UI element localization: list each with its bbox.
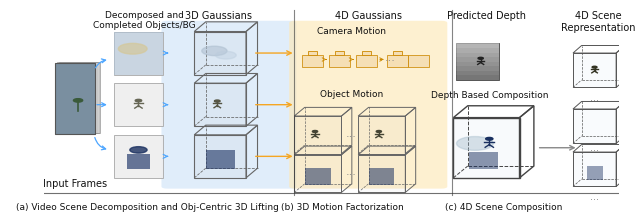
Circle shape: [135, 99, 141, 102]
Text: (c) 4D Scene Composition: (c) 4D Scene Composition: [445, 203, 563, 212]
Text: ...: ...: [590, 143, 599, 153]
Text: (b) 3D Motion Factorization: (b) 3D Motion Factorization: [281, 203, 404, 212]
Bar: [335, 51, 344, 55]
Text: 4D Gaussians: 4D Gaussians: [335, 11, 402, 21]
FancyBboxPatch shape: [58, 62, 99, 133]
Bar: [456, 48, 499, 53]
Text: Depth Based Composition: Depth Based Composition: [431, 91, 548, 100]
Text: (a) Video Scene Decomposition and Obj-Centric 3D Lifting: (a) Video Scene Decomposition and Obj-Ce…: [15, 203, 278, 212]
Bar: [330, 55, 350, 67]
Circle shape: [592, 66, 597, 68]
Circle shape: [214, 100, 220, 102]
Bar: [587, 166, 603, 180]
Bar: [369, 168, 394, 185]
Polygon shape: [453, 118, 520, 178]
Polygon shape: [195, 83, 246, 126]
Text: ...: ...: [385, 53, 396, 63]
Text: ...: ...: [346, 129, 356, 139]
Text: ...: ...: [590, 192, 599, 202]
Text: 4D Scene
Representation: 4D Scene Representation: [561, 11, 636, 33]
Circle shape: [376, 131, 381, 133]
Bar: [205, 150, 234, 169]
Text: Decomposed and
Completed Objects/BG: Decomposed and Completed Objects/BG: [93, 11, 195, 31]
Polygon shape: [358, 155, 405, 192]
FancyBboxPatch shape: [114, 83, 163, 126]
Bar: [469, 152, 498, 169]
FancyBboxPatch shape: [161, 21, 296, 189]
Bar: [387, 55, 408, 67]
Circle shape: [478, 57, 483, 59]
Polygon shape: [294, 116, 342, 154]
Circle shape: [74, 99, 83, 102]
Circle shape: [216, 51, 236, 59]
FancyBboxPatch shape: [60, 61, 100, 133]
Text: 3D Gaussians: 3D Gaussians: [186, 11, 252, 21]
Bar: [456, 43, 499, 80]
Circle shape: [130, 147, 147, 153]
Circle shape: [202, 46, 227, 56]
Bar: [456, 57, 499, 62]
FancyBboxPatch shape: [55, 63, 95, 134]
Bar: [302, 55, 323, 67]
Bar: [308, 51, 317, 55]
Circle shape: [118, 43, 147, 54]
Polygon shape: [358, 116, 405, 154]
Bar: [456, 75, 499, 80]
Text: ...: ...: [346, 167, 356, 177]
Circle shape: [486, 137, 493, 140]
Text: Predicted Depth: Predicted Depth: [447, 11, 526, 21]
Circle shape: [456, 136, 493, 150]
Polygon shape: [294, 155, 342, 192]
Polygon shape: [195, 32, 246, 75]
FancyBboxPatch shape: [114, 135, 163, 178]
Text: Camera Motion: Camera Motion: [317, 27, 386, 36]
Bar: [456, 71, 499, 75]
Polygon shape: [573, 152, 616, 186]
Polygon shape: [573, 53, 616, 87]
Text: ...: ...: [590, 93, 599, 103]
Text: Object Motion: Object Motion: [319, 90, 383, 99]
FancyBboxPatch shape: [57, 62, 97, 133]
Bar: [114, 32, 163, 75]
FancyBboxPatch shape: [55, 63, 95, 134]
Bar: [456, 43, 499, 48]
Bar: [305, 168, 330, 185]
Circle shape: [312, 131, 317, 133]
Bar: [356, 55, 377, 67]
FancyBboxPatch shape: [114, 32, 163, 75]
Polygon shape: [195, 135, 246, 178]
FancyBboxPatch shape: [289, 21, 447, 189]
Polygon shape: [573, 109, 616, 143]
Bar: [456, 53, 499, 57]
Text: Input Frames: Input Frames: [43, 179, 108, 189]
Bar: [393, 51, 402, 55]
Bar: [362, 51, 371, 55]
Bar: [127, 154, 150, 169]
Bar: [408, 55, 429, 67]
Bar: [456, 66, 499, 71]
Bar: [456, 62, 499, 66]
